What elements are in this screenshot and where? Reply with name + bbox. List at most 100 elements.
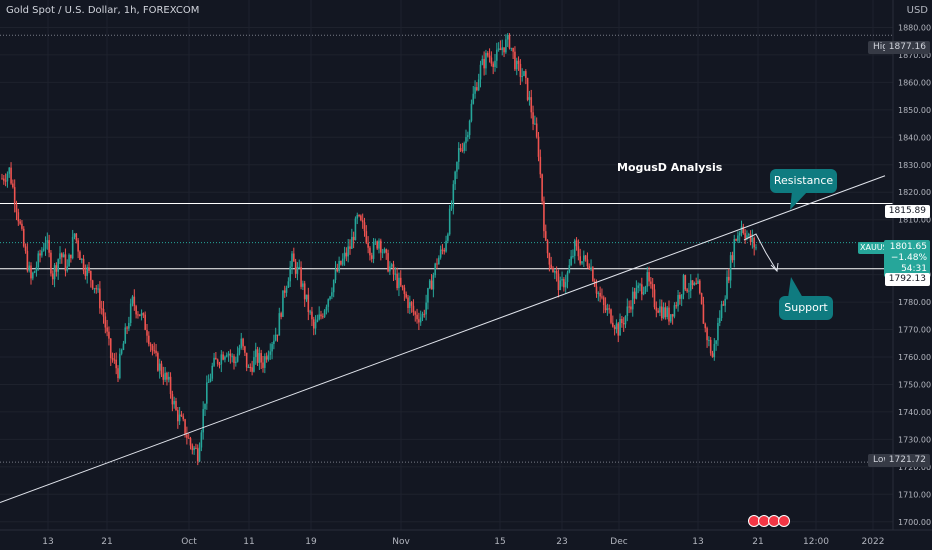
candle-body [550,264,552,268]
candle-body [193,447,195,451]
candle-body [463,143,465,151]
candle-body [376,241,378,249]
candle-body [218,363,221,365]
candle-body [111,357,114,360]
candle-body [13,187,16,205]
candle-body [131,296,134,304]
time-tick: 13 [692,537,704,547]
candle-body [642,291,645,295]
nav-button[interactable] [778,515,790,527]
projection-arrow [743,233,778,272]
candle-body [706,328,708,341]
candle-body [173,401,175,405]
resistance-callout[interactable]: Resistance [770,169,837,193]
candle-body [113,359,116,361]
analysis-title[interactable]: MogusD Analysis [617,161,723,174]
candle-body [146,329,148,336]
candle-body [307,294,310,312]
price-tick-label: 1730.00 [898,435,931,444]
candle-body [639,284,641,286]
candle-body [465,137,467,144]
price-tick-label: 1840.00 [898,133,931,142]
candle-body [80,258,83,261]
candle-body [452,184,455,207]
candle-body [604,305,607,311]
candle-body [387,253,389,272]
candle-body [700,293,703,305]
candle-body [746,235,748,239]
candle-body [115,359,117,369]
candle-body [198,447,201,462]
candle-body [351,236,353,249]
candle-body [416,314,418,320]
candle-body [235,361,237,364]
candle-body [650,281,652,285]
candle-body [251,367,253,372]
candle-body [655,307,658,311]
candle-body [48,240,50,253]
symbol-title[interactable]: Gold Spot / U.S. Dollar, 1h, FOREXCOM [6,5,200,16]
time-tick: Oct [181,537,197,547]
candle-body [253,357,255,372]
candle-body [711,353,714,358]
candle-body [570,256,572,266]
candle-body [211,365,214,379]
candle-body [742,226,745,234]
candle-body [532,112,534,125]
candle-body [399,277,402,286]
candle-body [630,306,632,310]
candle-body [316,319,319,322]
currency-label[interactable]: USD [906,5,928,16]
price-tick-label: 1720.00 [898,463,931,472]
candle-body [456,161,458,172]
level-layer [0,34,893,463]
candle-body [106,327,108,332]
candle-body [619,318,621,336]
candle-body [494,60,496,67]
candle-body [144,314,146,330]
candle-body [142,313,145,315]
candle-body [715,340,717,344]
candle-body [401,285,404,288]
candle-body [100,308,103,310]
candle-body [88,267,90,272]
candle-body [443,249,446,252]
candle-body [749,233,752,242]
candle-body [39,253,41,256]
candle-body [28,265,30,271]
candle-body [546,240,549,254]
candle-body [171,394,174,405]
candle-body [51,273,54,280]
candle-body [677,294,679,307]
candle-body [345,252,348,257]
candle-body [689,280,692,291]
candle-body [102,308,105,317]
candle-body [140,313,143,316]
candle-body [287,281,290,288]
candle-body [740,226,743,234]
candle-body [434,263,436,276]
candle-body [535,123,538,137]
candle-body [318,314,320,320]
candle-body [673,305,676,317]
grid-layer [0,0,893,530]
candle-body [70,254,72,259]
high-price-tag: 1877.16 [884,41,930,54]
candle-body [303,283,306,300]
price-tick-label: 1880.00 [898,23,931,32]
candle-body [418,319,420,323]
candle-body [305,294,308,300]
candle-body [461,150,464,152]
candle-body [662,307,665,319]
candle-body [476,87,478,91]
candle-body [189,438,192,446]
candle-body [356,214,359,219]
candle-body [517,60,520,64]
candle-body [577,246,580,257]
candle-body [32,272,34,279]
candle-body [68,254,70,267]
support-callout[interactable]: Support [779,296,833,320]
candle-body [717,323,719,341]
candle-body [724,298,726,306]
